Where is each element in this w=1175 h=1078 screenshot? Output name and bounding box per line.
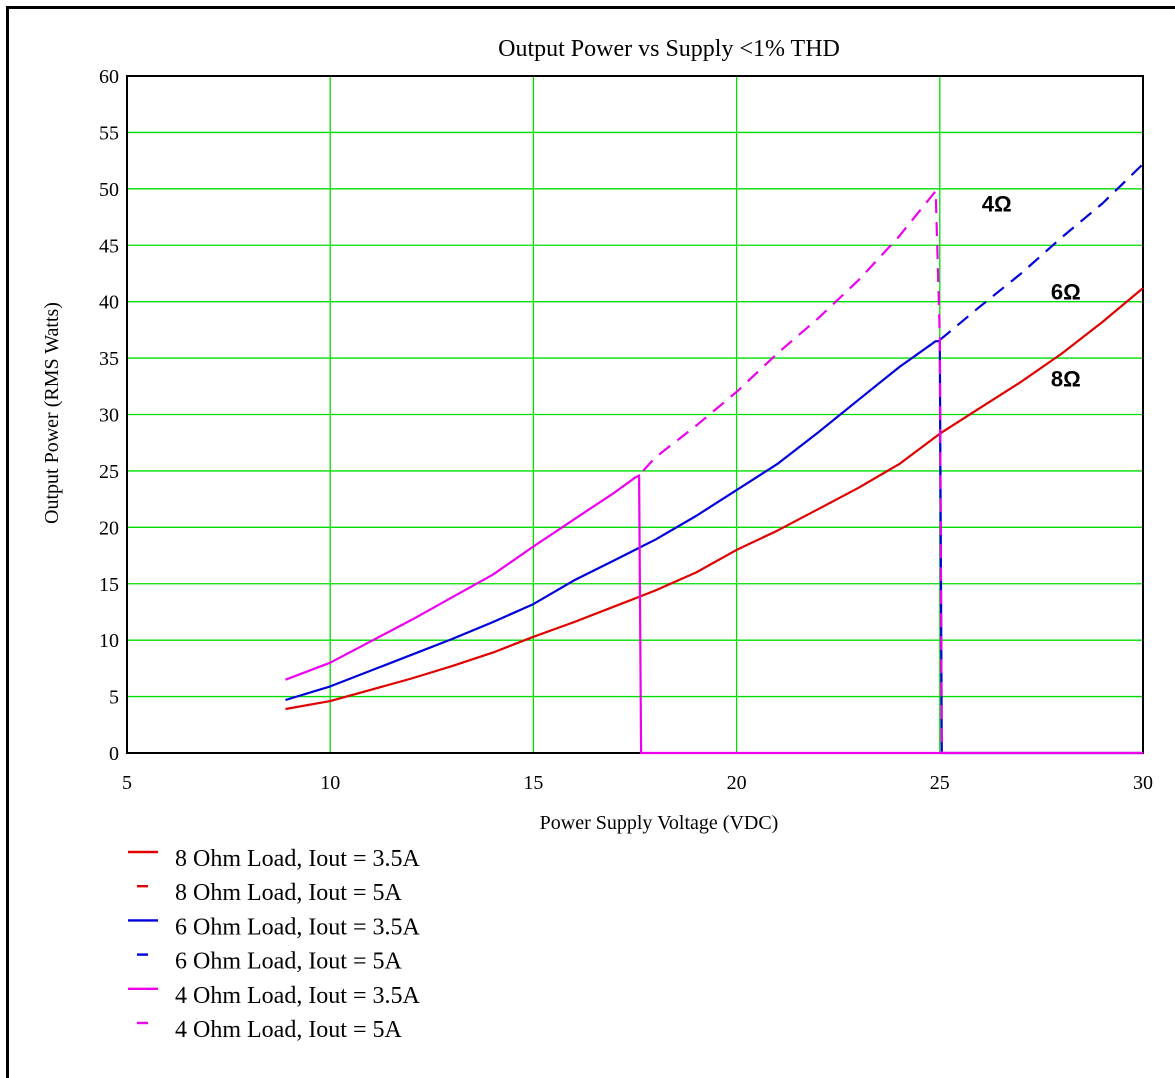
- y-tick-label: 60: [99, 66, 119, 88]
- x-tick-labels: 5 10 15 20 25 30: [122, 772, 1153, 794]
- y-axis-label: Output Power (RMS Watts): [41, 302, 63, 524]
- legend-item: 6 Ohm Load, Iout = 5A: [137, 949, 403, 975]
- y-tick-label: 0: [109, 743, 119, 765]
- legend-label: 6 Ohm Load, Iout = 5A: [175, 949, 403, 975]
- x-tick-label: 30: [1133, 772, 1153, 794]
- plot-border: [126, 75, 1144, 754]
- legend-label: 6 Ohm Load, Iout = 3.5A: [175, 914, 421, 940]
- x-tick-label: 10: [320, 772, 340, 794]
- series-line-0: [285, 287, 1144, 711]
- y-tick-label: 40: [99, 292, 119, 314]
- chart-frame: [6, 6, 1175, 1078]
- legend-item: 6 Ohm Load, Iout = 3.5A: [128, 914, 421, 940]
- legend-item: 8 Ohm Load, Iout = 5A: [137, 880, 403, 906]
- legend-item: 8 Ohm Load, Iout = 3.5A: [128, 846, 421, 872]
- series-line-2: [285, 340, 1143, 755]
- y-tick-label: 35: [99, 348, 119, 370]
- x-tick-label: 25: [930, 772, 950, 794]
- legend-label: 8 Ohm Load, Iout = 5A: [175, 880, 403, 906]
- annotation-label: 6Ω: [1051, 279, 1081, 304]
- x-tick-label: 15: [523, 772, 543, 794]
- legend: 8 Ohm Load, Iout = 3.5A 8 Ohm Load, Iout …: [128, 846, 421, 1043]
- y-tick-label: 50: [99, 179, 119, 201]
- series-line-5: [642, 190, 943, 754]
- y-tick-label: 10: [99, 630, 119, 652]
- legend-item: 4 Ohm Load, Iout = 5A: [137, 1017, 403, 1043]
- x-axis-label: Power Supply Voltage (VDC): [540, 812, 779, 834]
- y-tick-label: 5: [109, 687, 119, 709]
- legend-item: 4 Ohm Load, Iout = 3.5A: [128, 983, 421, 1009]
- chart-title: Output Power vs Supply <1% THD: [498, 36, 840, 62]
- y-tick-label: 20: [99, 517, 119, 539]
- y-tick-label: 15: [99, 574, 119, 596]
- y-tick-label: 45: [99, 235, 119, 257]
- annotations: 4Ω 6Ω 8Ω: [982, 191, 1081, 391]
- y-tick-label: 25: [99, 461, 119, 483]
- legend-label: 4 Ohm Load, Iout = 3.5A: [175, 983, 421, 1009]
- series-group: [285, 163, 1144, 755]
- y-tick-label: 55: [99, 122, 119, 144]
- annotation-label: 4Ω: [982, 191, 1012, 216]
- x-tick-label: 5: [122, 772, 132, 794]
- x-tick-label: 20: [727, 772, 747, 794]
- grid: [127, 76, 1143, 753]
- y-tick-labels: 0 5 10 15 20 25 30 35 40 45 50 55 60: [99, 66, 119, 765]
- legend-label: 4 Ohm Load, Iout = 5A: [175, 1017, 403, 1043]
- annotation-label: 8Ω: [1051, 366, 1081, 391]
- y-tick-label: 30: [99, 405, 119, 427]
- series-line-4: [285, 474, 1143, 755]
- legend-label: 8 Ohm Load, Iout = 3.5A: [175, 846, 421, 872]
